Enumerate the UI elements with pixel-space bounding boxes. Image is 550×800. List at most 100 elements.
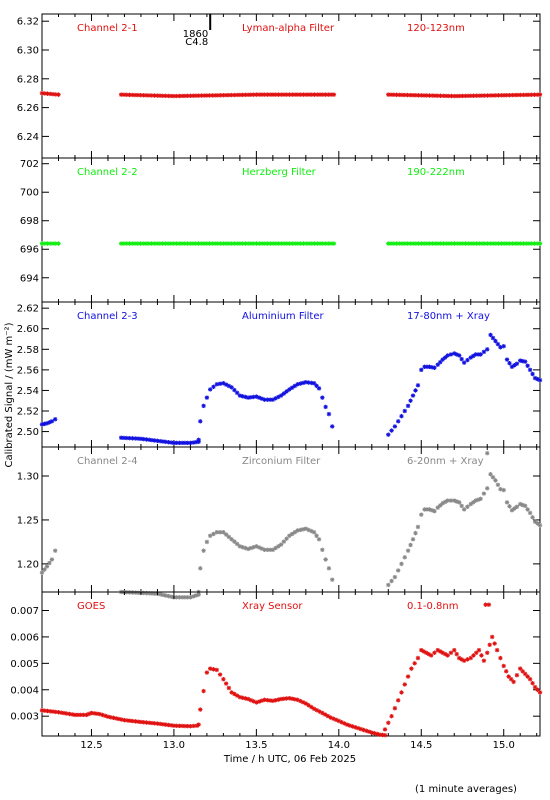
data-point [56, 92, 61, 97]
data-point-stroke [465, 504, 470, 509]
data-point-stroke [42, 567, 47, 572]
data-point-stroke [535, 687, 540, 692]
data-point-stroke [533, 685, 538, 690]
data-point-stroke [226, 686, 231, 690]
panel-label: Lyman-alpha Filter [242, 23, 335, 34]
data-point [108, 715, 113, 720]
panel-label: Channel 2-1 [77, 23, 138, 34]
panel-5: 0.003 0.004 0.005 0.006 0.007 GOES Xray Sensor… [10, 591, 543, 738]
y-tick-label: 2.60 [17, 324, 39, 335]
data-point [413, 388, 418, 393]
data-point-stroke [481, 658, 486, 663]
data-point [474, 650, 479, 655]
data-point-stroke [330, 577, 335, 582]
data-point-stroke [419, 648, 424, 653]
data-point [432, 650, 437, 655]
data-point-stroke [211, 667, 216, 672]
data-point-stroke [331, 92, 336, 97]
data-point [522, 503, 528, 509]
data-point [314, 533, 319, 538]
data-point [514, 673, 520, 678]
data-point-stroke [459, 657, 464, 662]
data-point-stroke [342, 721, 347, 726]
data-point-stroke [347, 723, 352, 728]
data-point [405, 674, 411, 679]
data-point-stroke [514, 361, 519, 366]
data-point [537, 523, 543, 528]
data-point [201, 548, 206, 553]
data-point-stroke [198, 707, 203, 712]
data-point-stroke [119, 717, 124, 722]
data-point [471, 653, 476, 658]
data-point-stroke [235, 693, 240, 698]
data-point-stroke [160, 592, 165, 597]
data-point-stroke [314, 708, 319, 713]
data-point-stroke [246, 697, 251, 701]
data-point-stroke [243, 546, 248, 551]
data-point-stroke [281, 539, 286, 544]
data-point-stroke [462, 360, 467, 365]
data-point [409, 666, 414, 671]
data-point-stroke [452, 648, 457, 653]
data-point [399, 561, 404, 567]
data-point-stroke [204, 395, 209, 400]
data-point [81, 712, 86, 718]
data-point-stroke [402, 682, 407, 687]
data-point-stroke [40, 422, 44, 427]
y-tick-label: 6.24 [17, 132, 39, 143]
data-point [486, 602, 492, 607]
data-point-stroke [402, 409, 407, 413]
data-point-stroke [523, 671, 528, 676]
data-point-stroke [493, 339, 498, 344]
data-point [382, 733, 388, 738]
data-point [478, 496, 483, 502]
data-point-stroke [42, 421, 47, 426]
data-point [415, 655, 421, 661]
data-point-stroke [507, 361, 512, 366]
data-point-stroke [78, 712, 83, 717]
data-point-stroke [218, 672, 223, 677]
data-point-stroke [312, 706, 317, 711]
data-point-stroke [538, 523, 542, 528]
data-point-stroke [211, 532, 216, 536]
data-point-stroke [232, 539, 237, 544]
data-point [326, 411, 332, 417]
data-point-stroke [117, 717, 121, 721]
data-point-stroke [411, 393, 415, 398]
data-point-stroke [40, 570, 44, 575]
data-point-stroke [510, 508, 514, 513]
data-point-stroke [479, 653, 484, 658]
data-point-stroke [486, 602, 491, 607]
data-point-stroke [53, 548, 58, 553]
data-point-stroke [287, 696, 292, 701]
data-point [330, 424, 335, 429]
data-point [42, 567, 47, 572]
data-point [198, 566, 203, 571]
data-point-stroke [492, 641, 497, 646]
data-point [226, 685, 232, 691]
data-point-stroke [375, 732, 380, 736]
data-point [389, 713, 394, 719]
y-tick-label: 2.62 [17, 304, 39, 315]
panel-label: Zirconium Filter [242, 456, 321, 467]
data-point [459, 356, 464, 362]
data-point-stroke [226, 384, 231, 388]
data-point-stroke [257, 545, 262, 550]
data-point-stroke [248, 395, 253, 400]
data-point [392, 424, 398, 429]
data-point-stroke [471, 653, 476, 658]
data-point-stroke [259, 396, 264, 401]
data-point-stroke [528, 677, 533, 682]
data-point [278, 542, 284, 547]
data-point-stroke [392, 706, 397, 711]
data-point-stroke [326, 412, 331, 417]
data-point-stroke [533, 376, 538, 381]
y-tick-label: 6.32 [17, 17, 39, 28]
data-point-stroke [191, 724, 196, 728]
data-point-stroke [350, 724, 355, 729]
data-point-stroke [214, 667, 219, 672]
data-point-stroke [108, 715, 113, 720]
data-point-stroke [218, 530, 223, 535]
data-point-stroke [495, 342, 500, 347]
data-point [481, 658, 487, 663]
